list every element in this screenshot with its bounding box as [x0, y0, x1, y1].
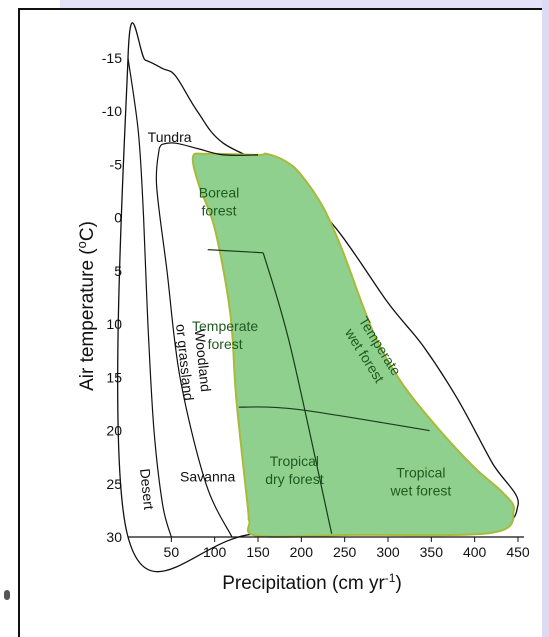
x-tick-label: 100: [203, 544, 227, 560]
y-tick-label: 15: [106, 369, 122, 385]
forest-divider-line: [262, 252, 333, 534]
forest-divider-line: [238, 406, 430, 432]
y-tick-label: 5: [114, 263, 122, 279]
region-label-desert: Desert: [137, 468, 157, 511]
y-tick-label: 20: [106, 423, 122, 439]
region-label-tropical-wet-forest: Tropical wet forest: [390, 465, 452, 499]
x-tick-label: 300: [376, 544, 400, 560]
x-tick-label: 400: [463, 544, 487, 560]
region-label-boreal-forest: Boreal forest: [199, 185, 239, 219]
y-tick-label: -10: [102, 103, 122, 119]
x-tick-label: 350: [420, 544, 444, 560]
y-tick-label: -15: [102, 50, 122, 66]
x-tick-label: 450: [506, 544, 530, 560]
left-edge-mark: [4, 590, 10, 600]
region-label-savanna: Savanna: [180, 468, 235, 484]
region-label-tropical-dry-forest: Tropical dry forest: [265, 453, 323, 487]
y-tick-label: 30: [106, 529, 122, 545]
scrollbar-track[interactable]: [542, 0, 549, 637]
region-label-temperate-forest: Temperate forest: [192, 318, 258, 352]
forest-region: [191, 152, 515, 538]
x-axis-title: Precipitation (cm yr-1): [222, 571, 402, 594]
y-tick-label: -5: [110, 156, 123, 172]
x-tick-label: 250: [333, 544, 357, 560]
outer-boundary-line: [117, 22, 519, 573]
woodland-boundary-line: [155, 148, 233, 538]
tundra-boundary-line: [158, 142, 259, 156]
x-tick-label: 150: [246, 544, 270, 560]
y-tick-label: 25: [106, 476, 122, 492]
forest-divider-line: [207, 249, 264, 254]
y-tick-label: 0: [114, 210, 122, 226]
y-tick-label: 10: [106, 316, 122, 332]
y-axis-title: Air temperature (oC): [74, 221, 98, 391]
region-label-tundra: Tundra: [148, 129, 192, 145]
x-tick-label: 200: [290, 544, 314, 560]
region-label-woodland-or-grassland: Woodlandor grassland: [173, 321, 215, 401]
desert-boundary-line: [127, 57, 172, 538]
x-tick-label: 50: [164, 544, 180, 560]
